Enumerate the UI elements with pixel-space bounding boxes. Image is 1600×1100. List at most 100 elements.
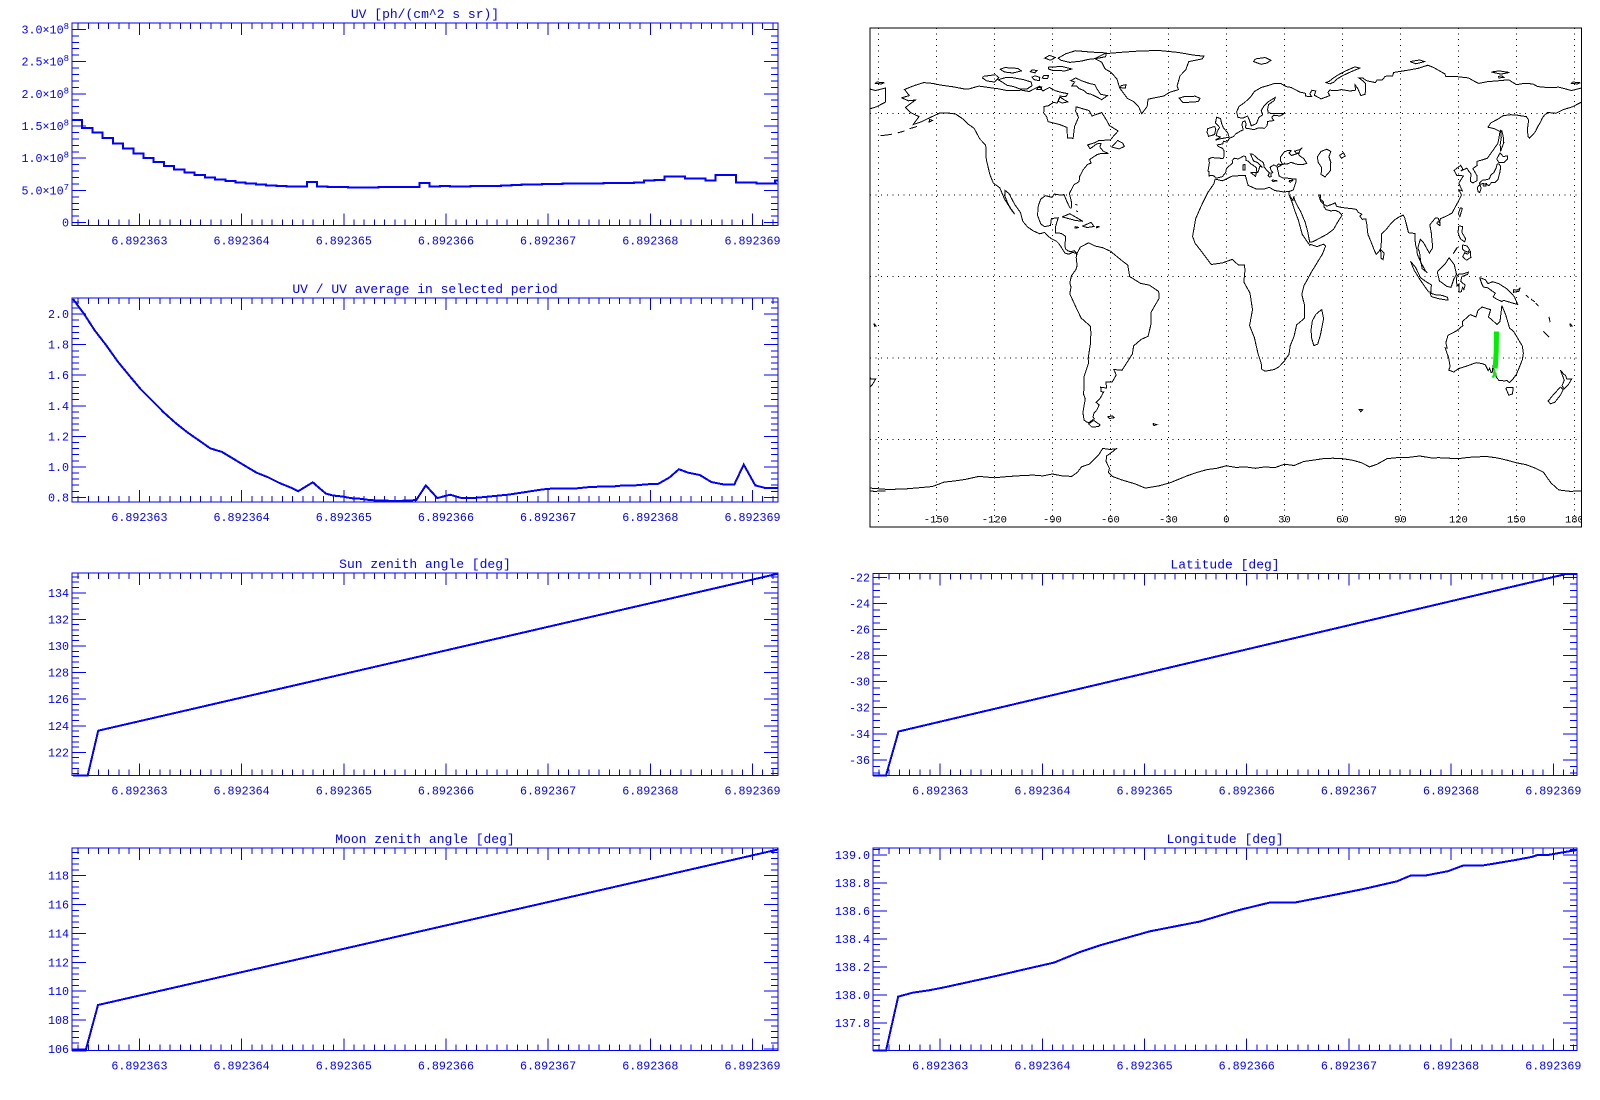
svg-text:UV / UV average in selected pe: UV / UV average in selected period xyxy=(292,282,557,297)
svg-text:6.892363: 6.892363 xyxy=(111,235,167,249)
svg-text:1.8: 1.8 xyxy=(48,339,69,353)
svg-text:-30: -30 xyxy=(1159,515,1178,527)
svg-text:6.892368: 6.892368 xyxy=(622,785,678,799)
svg-text:134: 134 xyxy=(48,587,69,601)
svg-text:6.892365: 6.892365 xyxy=(316,1060,372,1074)
svg-text:-34: -34 xyxy=(849,728,870,742)
svg-text:-30: -30 xyxy=(849,676,870,690)
svg-text:6.892369: 6.892369 xyxy=(724,511,780,525)
svg-text:5.0×107: 5.0×107 xyxy=(22,183,70,199)
svg-text:132: 132 xyxy=(48,613,69,627)
svg-text:6.892364: 6.892364 xyxy=(214,235,270,249)
svg-text:2.0: 2.0 xyxy=(48,308,69,322)
svg-text:6.892368: 6.892368 xyxy=(1423,1060,1479,1074)
svg-text:114: 114 xyxy=(48,927,69,941)
svg-text:Moon zenith angle [deg]: Moon zenith angle [deg] xyxy=(335,832,514,847)
svg-text:6.892364: 6.892364 xyxy=(214,1060,270,1074)
svg-text:6.892363: 6.892363 xyxy=(111,1060,167,1074)
svg-text:-150: -150 xyxy=(924,515,949,527)
svg-text:6.892365: 6.892365 xyxy=(1117,785,1173,799)
svg-text:6.892368: 6.892368 xyxy=(622,1060,678,1074)
svg-text:128: 128 xyxy=(48,667,69,681)
svg-text:6.892367: 6.892367 xyxy=(1321,785,1377,799)
svg-text:150: 150 xyxy=(1507,515,1526,527)
svg-text:6.892364: 6.892364 xyxy=(1014,1060,1070,1074)
svg-text:-28: -28 xyxy=(849,650,870,664)
svg-text:1.6: 1.6 xyxy=(48,369,69,383)
svg-text:-60: -60 xyxy=(1101,515,1120,527)
svg-text:6.892367: 6.892367 xyxy=(520,511,576,525)
svg-text:6.892369: 6.892369 xyxy=(724,235,780,249)
svg-text:6.892366: 6.892366 xyxy=(418,785,474,799)
svg-text:3.0×108: 3.0×108 xyxy=(22,22,70,38)
svg-text:6.892365: 6.892365 xyxy=(316,511,372,525)
svg-text:6.892367: 6.892367 xyxy=(520,785,576,799)
svg-text:6.892366: 6.892366 xyxy=(418,1060,474,1074)
svg-text:-120: -120 xyxy=(982,515,1007,527)
svg-text:6.892366: 6.892366 xyxy=(418,235,474,249)
svg-text:6.892369: 6.892369 xyxy=(724,1060,780,1074)
svg-text:6.892364: 6.892364 xyxy=(1014,785,1070,799)
svg-text:120: 120 xyxy=(1449,515,1468,527)
svg-text:108: 108 xyxy=(48,1014,69,1028)
svg-text:Longitude [deg]: Longitude [deg] xyxy=(1166,832,1283,847)
svg-text:6.892363: 6.892363 xyxy=(912,785,968,799)
svg-text:1.4: 1.4 xyxy=(48,400,69,414)
svg-text:6.892369: 6.892369 xyxy=(724,785,780,799)
svg-text:90: 90 xyxy=(1394,515,1407,527)
svg-text:6.892366: 6.892366 xyxy=(1219,1060,1275,1074)
svg-text:-22: -22 xyxy=(849,571,870,585)
svg-text:-90: -90 xyxy=(1043,515,1062,527)
svg-text:1.5×108: 1.5×108 xyxy=(22,119,70,135)
svg-text:1.0: 1.0 xyxy=(48,461,69,475)
svg-text:-24: -24 xyxy=(849,597,870,611)
svg-text:6.892368: 6.892368 xyxy=(1423,785,1479,799)
svg-text:1.2: 1.2 xyxy=(48,430,69,444)
svg-text:6.892367: 6.892367 xyxy=(520,235,576,249)
svg-text:1.0×108: 1.0×108 xyxy=(22,151,70,167)
svg-text:180: 180 xyxy=(1565,515,1584,527)
svg-text:130: 130 xyxy=(48,640,69,654)
svg-text:106: 106 xyxy=(48,1043,69,1057)
svg-text:6.892367: 6.892367 xyxy=(520,1060,576,1074)
svg-text:118: 118 xyxy=(48,870,69,884)
svg-text:-32: -32 xyxy=(849,702,870,716)
svg-text:112: 112 xyxy=(48,956,69,970)
svg-text:6.892365: 6.892365 xyxy=(1117,1060,1173,1074)
svg-text:Latitude [deg]: Latitude [deg] xyxy=(1170,557,1279,572)
svg-text:Sun zenith angle [deg]: Sun zenith angle [deg] xyxy=(339,557,511,572)
svg-text:6.892363: 6.892363 xyxy=(111,785,167,799)
svg-text:6.892368: 6.892368 xyxy=(622,511,678,525)
svg-text:124: 124 xyxy=(48,720,69,734)
svg-text:0: 0 xyxy=(1223,515,1229,527)
svg-text:0.8: 0.8 xyxy=(48,492,69,506)
svg-text:6.892369: 6.892369 xyxy=(1525,785,1581,799)
svg-text:110: 110 xyxy=(48,985,69,999)
svg-text:UV [ph/(cm^2 s sr)]: UV [ph/(cm^2 s sr)] xyxy=(351,7,499,22)
svg-text:2.0×108: 2.0×108 xyxy=(22,86,70,102)
svg-text:137.8: 137.8 xyxy=(835,1017,870,1031)
svg-text:6.892363: 6.892363 xyxy=(111,511,167,525)
svg-text:6.892366: 6.892366 xyxy=(1219,785,1275,799)
svg-text:116: 116 xyxy=(48,899,69,913)
svg-text:6.892365: 6.892365 xyxy=(316,235,372,249)
svg-text:2.5×108: 2.5×108 xyxy=(22,54,70,70)
svg-text:138.2: 138.2 xyxy=(835,961,870,975)
svg-text:122: 122 xyxy=(48,746,69,760)
svg-text:-36: -36 xyxy=(849,754,870,768)
svg-text:126: 126 xyxy=(48,693,69,707)
svg-text:0: 0 xyxy=(62,217,69,231)
svg-text:30: 30 xyxy=(1278,515,1291,527)
svg-text:6.892369: 6.892369 xyxy=(1525,1060,1581,1074)
svg-text:138.8: 138.8 xyxy=(835,877,870,891)
svg-text:6.892368: 6.892368 xyxy=(622,235,678,249)
svg-text:6.892364: 6.892364 xyxy=(214,785,270,799)
svg-text:138.0: 138.0 xyxy=(835,989,870,1003)
svg-text:60: 60 xyxy=(1336,515,1349,527)
svg-text:6.892363: 6.892363 xyxy=(912,1060,968,1074)
svg-text:6.892366: 6.892366 xyxy=(418,511,474,525)
svg-text:6.892367: 6.892367 xyxy=(1321,1060,1377,1074)
svg-text:6.892365: 6.892365 xyxy=(316,785,372,799)
svg-text:6.892364: 6.892364 xyxy=(214,511,270,525)
svg-text:138.4: 138.4 xyxy=(835,933,870,947)
